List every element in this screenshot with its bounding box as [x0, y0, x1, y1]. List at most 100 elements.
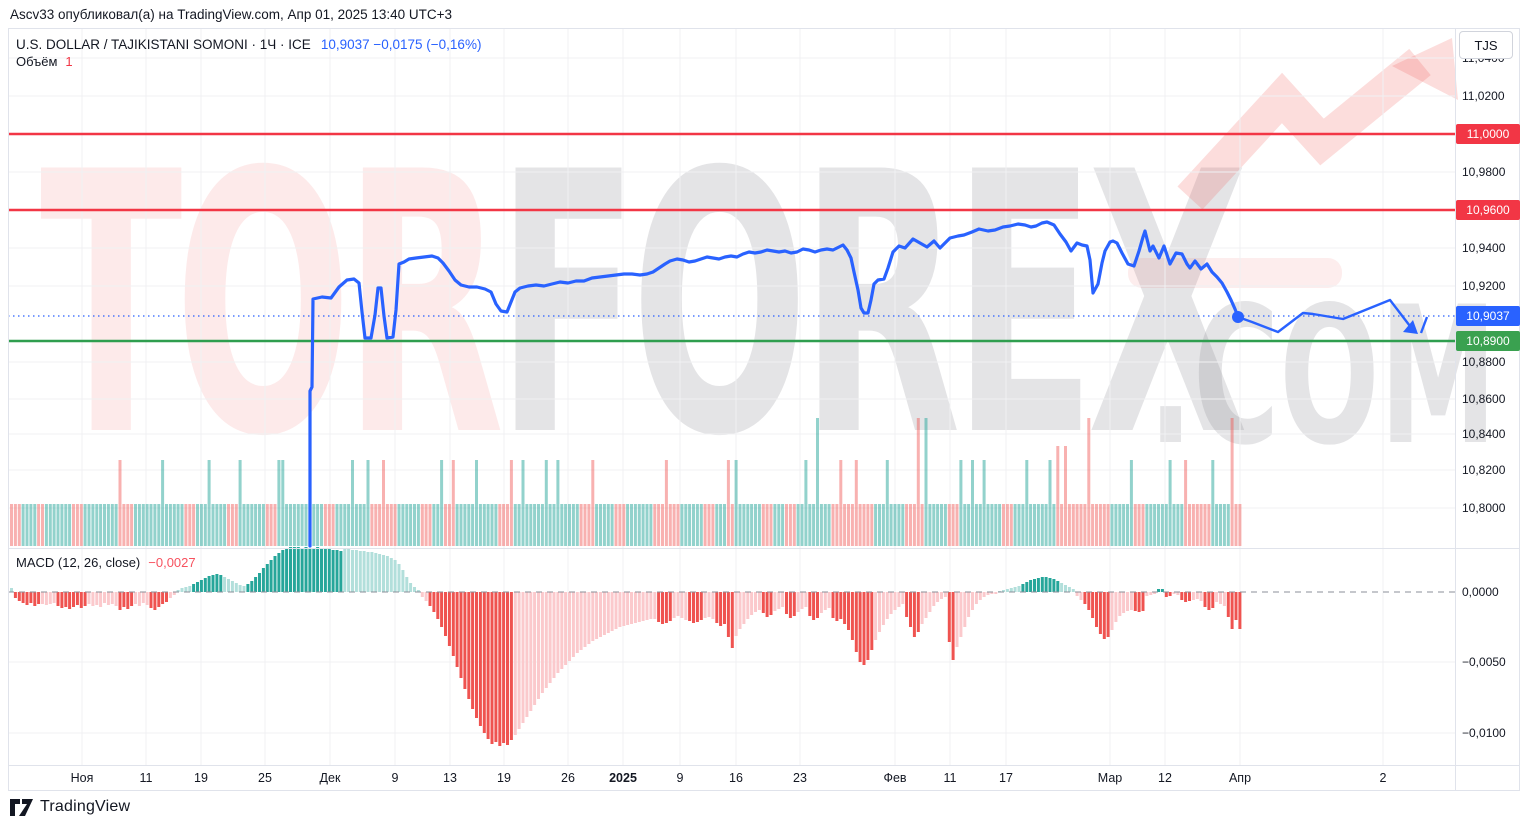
macd-axis-label[interactable]: 0,0000 — [1462, 585, 1499, 599]
macd-bar — [723, 592, 726, 624]
volume-bar — [157, 504, 161, 546]
macd-bar — [986, 592, 990, 595]
macd-bar — [905, 592, 909, 617]
price-level-badge[interactable]: 10,8900 — [1456, 331, 1520, 351]
macd-bar — [1071, 589, 1075, 592]
volume-bar — [726, 460, 730, 546]
macd-axis-label[interactable]: −0,0100 — [1462, 726, 1506, 740]
time-axis-label[interactable]: 23 — [793, 771, 807, 785]
volume-bar — [1048, 460, 1052, 546]
volume-legend[interactable]: Объём 1 — [16, 54, 73, 69]
volume-bar — [320, 504, 323, 546]
time-axis-label[interactable]: 9 — [391, 771, 399, 785]
volume-bar — [932, 504, 936, 546]
macd-axis-label[interactable]: −0,0050 — [1462, 655, 1506, 669]
time-axis-label[interactable]: 13 — [443, 771, 457, 785]
macd-bar — [537, 592, 540, 699]
tradingview-logo-text: TradingView — [40, 798, 131, 815]
macd-bar — [52, 592, 56, 603]
macd-bar — [17, 592, 21, 601]
time-axis-label[interactable]: Фев — [883, 771, 907, 785]
macd-bar — [161, 592, 165, 604]
macd-bar — [378, 554, 382, 592]
macd-bar — [374, 553, 378, 592]
volume-bar — [300, 504, 304, 546]
macd-bar — [440, 592, 444, 627]
macd-bar — [622, 592, 626, 626]
price-projection-line[interactable] — [1237, 298, 1414, 334]
volume-bar — [529, 504, 533, 546]
time-axis-label[interactable]: 19 — [497, 771, 511, 785]
time-axis-label[interactable]: 2 — [1379, 771, 1387, 785]
time-axis-label[interactable]: Апр — [1228, 771, 1252, 785]
volume-bar — [99, 504, 103, 546]
price-axis-label[interactable]: 10,8400 — [1462, 427, 1506, 441]
macd-bar — [64, 592, 68, 607]
pane-separator[interactable] — [8, 548, 1520, 549]
macd-bar — [1064, 585, 1067, 592]
time-axis-label[interactable]: Ноя — [70, 771, 94, 785]
macd-bar — [277, 553, 281, 592]
volume-bar — [1168, 460, 1172, 546]
symbol-legend[interactable]: U.S. DOLLAR / TAJIKISTANI SOMONI · 1Ч · … — [16, 37, 481, 52]
time-axis-separator[interactable] — [8, 765, 1520, 766]
time-axis-label[interactable]: 12 — [1158, 771, 1172, 785]
macd-bar — [122, 592, 126, 607]
volume-bar — [1095, 504, 1098, 546]
macd-bar — [1079, 592, 1083, 600]
volume-bar — [1056, 446, 1060, 546]
price-axis-label[interactable]: 10,8800 — [1462, 355, 1506, 369]
volume-bar — [564, 504, 568, 546]
macd-bar — [967, 592, 971, 617]
time-axis-label[interactable]: 11 — [139, 771, 153, 785]
price-axis-label[interactable]: 10,9200 — [1462, 279, 1506, 293]
macd-bar — [1056, 581, 1060, 592]
time-axis-label[interactable]: 11 — [943, 771, 957, 785]
price-line[interactable] — [308, 220, 1240, 548]
price-axis-label[interactable]: 10,9800 — [1462, 165, 1506, 179]
volume-bar — [843, 504, 847, 546]
macd-bar — [847, 592, 850, 630]
macd-bar — [1168, 592, 1172, 596]
price-axis-label[interactable]: 10,9400 — [1462, 241, 1506, 255]
price-level-badge[interactable]: 10,9037 — [1456, 306, 1520, 326]
volume-bar — [25, 504, 29, 546]
volume-bar — [1017, 504, 1021, 546]
time-axis-label[interactable]: 9 — [676, 771, 684, 785]
macd-legend[interactable]: MACD (12, 26, close) −0,0027 — [16, 555, 196, 570]
volume-bar — [347, 504, 351, 546]
macd-bar — [405, 577, 409, 592]
time-axis-label[interactable]: 26 — [561, 771, 575, 785]
volume-bar — [1118, 504, 1122, 546]
price-level-badge[interactable]: 11,0000 — [1456, 124, 1520, 144]
time-axis-label[interactable]: 16 — [729, 771, 743, 785]
volume-bar — [455, 504, 459, 546]
price-level-badge[interactable]: 10,9600 — [1456, 200, 1520, 220]
volume-bar — [378, 504, 382, 546]
volume-bar — [432, 504, 436, 546]
macd-bar — [676, 592, 680, 616]
macd-bar — [141, 592, 145, 603]
macd-bar — [1098, 592, 1102, 634]
volume-bar — [68, 504, 72, 546]
volume-bar — [261, 504, 265, 546]
volume-value: 1 — [65, 54, 73, 69]
price-axis-separator[interactable] — [1455, 28, 1456, 790]
tradingview-logo[interactable]: TradingView — [10, 798, 130, 816]
macd-bar — [707, 592, 711, 617]
macd-bar — [878, 592, 881, 632]
price-axis-label[interactable]: 11,0200 — [1462, 89, 1505, 103]
volume-bar — [1184, 460, 1188, 546]
time-axis-label[interactable]: Дек — [319, 771, 341, 785]
price-axis-label[interactable]: 10,8000 — [1462, 501, 1506, 515]
price-axis-label[interactable]: 10,8600 — [1462, 392, 1506, 406]
time-axis-label[interactable]: 17 — [999, 771, 1013, 785]
time-axis-label[interactable]: Мар — [1097, 771, 1123, 785]
volume-bar — [692, 504, 695, 546]
currency-axis-button[interactable]: TJS — [1459, 31, 1513, 59]
time-axis-label[interactable]: 19 — [194, 771, 208, 785]
time-axis-label[interactable]: 25 — [258, 771, 272, 785]
price-axis-label[interactable]: 10,8200 — [1462, 463, 1506, 477]
time-axis-label[interactable]: 2025 — [609, 771, 637, 785]
